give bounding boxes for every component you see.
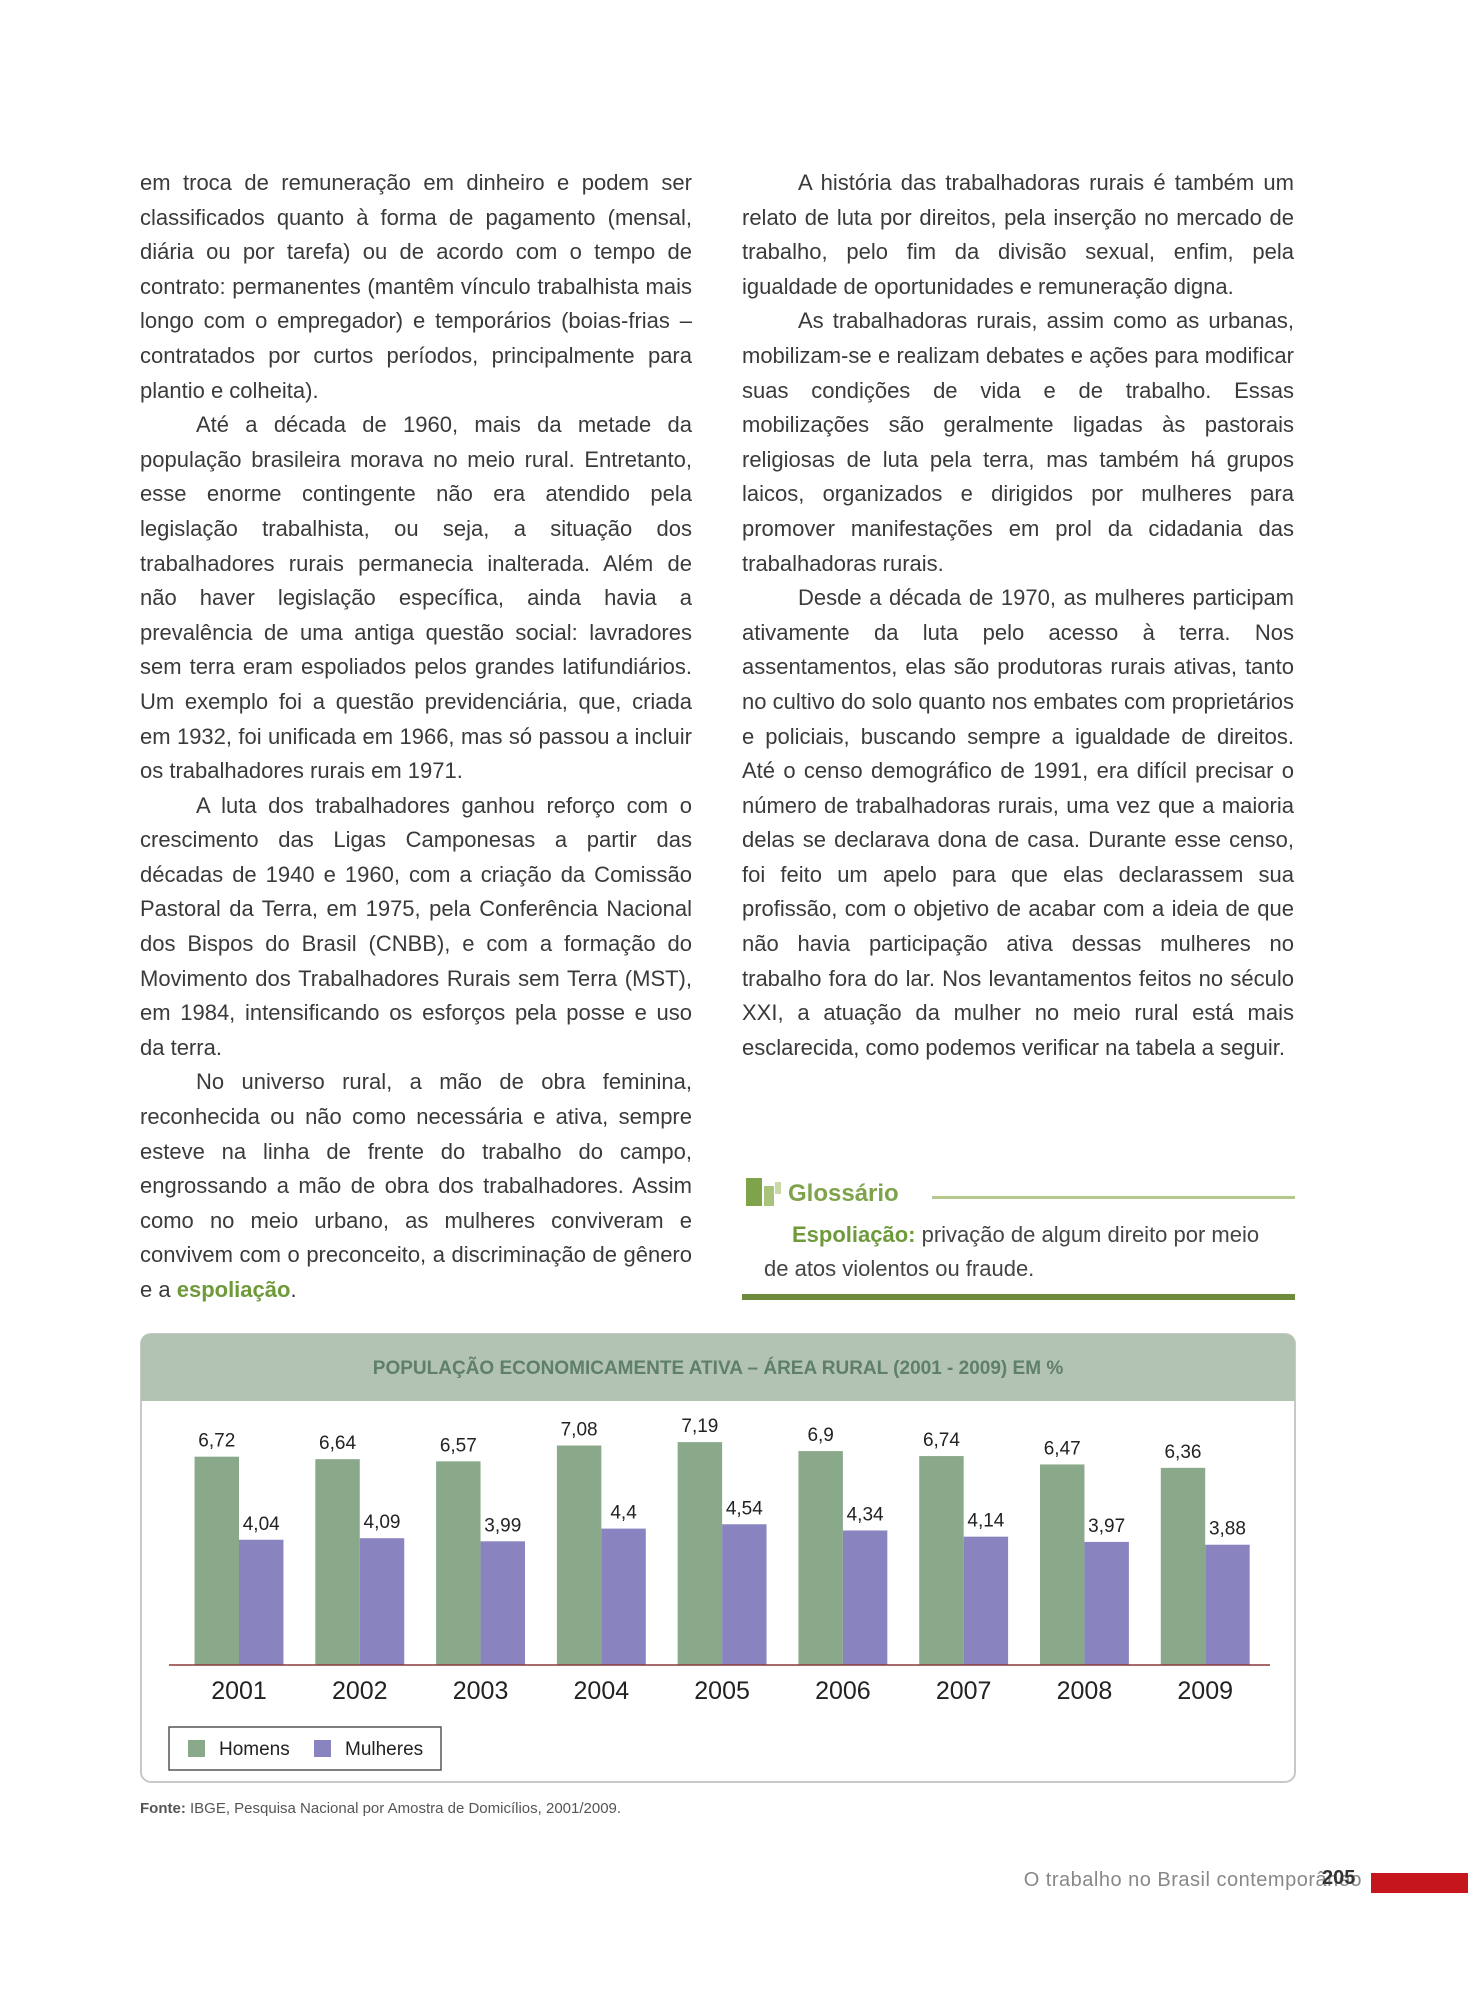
- bar: [1039, 1464, 1085, 1665]
- data-label: 6,47: [1044, 1438, 1081, 1459]
- data-label: 4,04: [243, 1514, 280, 1535]
- data-label: 4,4: [610, 1503, 637, 1524]
- page-number: 205: [1322, 1867, 1356, 1889]
- data-label: 7,08: [561, 1420, 598, 1441]
- x-tick-label: 2004: [574, 1677, 630, 1705]
- x-tick-label: 2001: [211, 1677, 267, 1705]
- data-label: 7,19: [681, 1416, 718, 1437]
- paragraph: A história das trabalhadoras rurais é ta…: [742, 170, 1294, 299]
- data-label: 6,64: [319, 1433, 356, 1454]
- x-tick-label: 2005: [694, 1677, 750, 1705]
- footer-bar: [1371, 1873, 1468, 1893]
- bar: [480, 1541, 526, 1665]
- bar: [1205, 1544, 1250, 1665]
- x-tick-label: 2006: [815, 1677, 871, 1705]
- bar: [1160, 1467, 1206, 1665]
- data-label: 4,54: [726, 1498, 763, 1519]
- x-tick-label: 2003: [453, 1677, 509, 1705]
- bar: [556, 1445, 602, 1665]
- legend-swatch: [314, 1740, 331, 1757]
- bar: [315, 1459, 360, 1665]
- glossary-title: Glossário: [788, 1180, 899, 1207]
- x-tick-label: 2008: [1057, 1677, 1113, 1705]
- bar: [601, 1528, 646, 1665]
- bar: [842, 1530, 888, 1665]
- legend: [168, 1726, 442, 1771]
- x-tick-label: 2007: [936, 1677, 992, 1705]
- chart: POPULAÇÃO ECONOMICAMENTE ATIVA – ÁREA RU…: [140, 1333, 1296, 1783]
- data-label: 6,9: [807, 1425, 833, 1446]
- bar: [194, 1456, 239, 1665]
- chart-header: [141, 1334, 1295, 1401]
- x-tick-label: 2002: [332, 1677, 388, 1705]
- data-label: 3,88: [1209, 1519, 1246, 1540]
- bar: [798, 1451, 843, 1665]
- paragraph: As trabalhadoras rurais, assim como as u…: [742, 308, 1294, 576]
- glossary-entry: Espoliação: privação de algum direito po…: [764, 1218, 1287, 1286]
- glossary: Glossário Espoliação: privação de algum …: [742, 1172, 1295, 1300]
- bar: [963, 1536, 1009, 1665]
- closing: .: [290, 1277, 297, 1302]
- paragraph: em troca de remuneração em dinheiro e po…: [140, 170, 692, 403]
- glossary-term: Espoliação:: [792, 1222, 916, 1247]
- chart-title: POPULAÇÃO ECONOMICAMENTE ATIVA – ÁREA RU…: [373, 1357, 1064, 1379]
- paragraph: No universo rural, a mão de obra feminin…: [140, 1069, 692, 1302]
- paragraph: Desde a década de 1970, as mulheres part…: [742, 585, 1294, 1060]
- left-column: em troca de remuneração em dinheiro e po…: [140, 166, 692, 1308]
- bar: [919, 1456, 964, 1665]
- right-column: A história das trabalhadoras rurais é ta…: [742, 166, 1294, 1065]
- source-text: IBGE, Pesquisa Nacional por Amostra de D…: [190, 1800, 622, 1817]
- legend-label: Homens: [219, 1739, 290, 1760]
- bar: [239, 1539, 284, 1665]
- bar: [722, 1524, 767, 1665]
- data-label: 6,74: [923, 1430, 960, 1451]
- source-label: Fonte:: [140, 1800, 186, 1817]
- legend-swatch: [188, 1740, 205, 1757]
- x-tick-label: 2009: [1177, 1677, 1233, 1705]
- footer-title: O trabalho no Brasil contemporâneo: [1023, 1869, 1362, 1891]
- bar: [677, 1442, 723, 1665]
- highlight-term: espoliação: [176, 1277, 291, 1302]
- data-label: 6,36: [1164, 1442, 1201, 1463]
- data-label: 3,99: [484, 1515, 521, 1536]
- glossary-definition: privação de algum direito por meio de at…: [764, 1222, 1260, 1281]
- bar: [359, 1538, 405, 1665]
- bar: [436, 1461, 481, 1665]
- source: Fonte: IBGE, Pesquisa Nacional por Amost…: [140, 1800, 621, 1817]
- legend-label: Mulheres: [345, 1739, 423, 1760]
- paragraph: Até a década de 1960, mais da metade da …: [140, 412, 692, 784]
- paragraph: A luta dos trabalhadores ganhou reforço …: [140, 792, 692, 1060]
- data-label: 3,97: [1088, 1516, 1125, 1537]
- data-label: 6,72: [198, 1431, 235, 1452]
- glossary-rule: [932, 1196, 1295, 1199]
- data-label: 4,09: [364, 1512, 401, 1533]
- data-label: 4,14: [967, 1511, 1004, 1532]
- data-label: 4,34: [847, 1504, 884, 1525]
- bar: [1084, 1541, 1129, 1665]
- data-label: 6,57: [440, 1435, 477, 1456]
- glossary-icon: [746, 1178, 781, 1206]
